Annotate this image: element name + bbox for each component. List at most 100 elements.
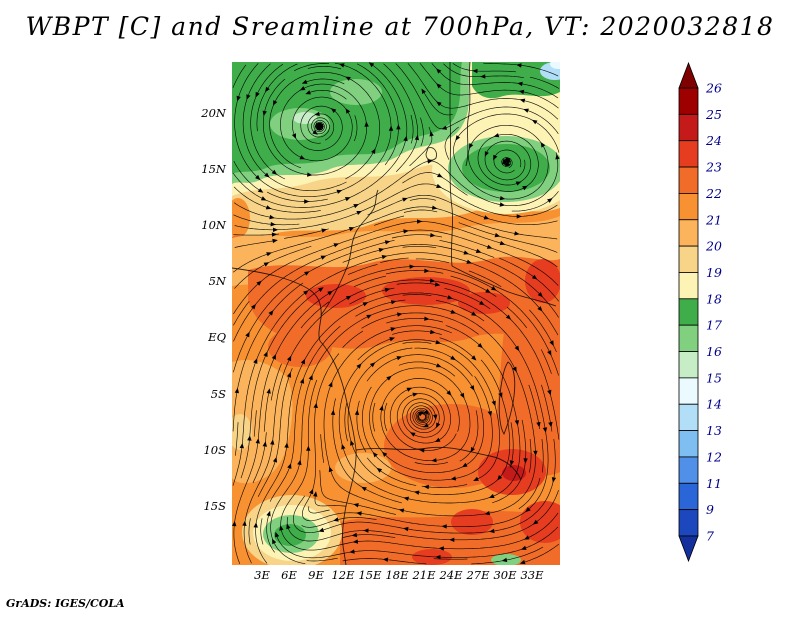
streamline-arrow <box>309 488 314 495</box>
streamline-arrow <box>433 414 438 420</box>
streamline <box>506 306 528 329</box>
streamline <box>270 305 536 565</box>
streamline-arrow <box>494 232 501 238</box>
streamline <box>307 89 347 100</box>
streamline-arrow <box>447 295 453 300</box>
streamline-arrow <box>410 432 416 437</box>
streamline-arrow <box>297 459 302 466</box>
streamline <box>357 337 395 361</box>
streamline <box>407 63 559 120</box>
streamline <box>509 422 514 468</box>
streamline <box>421 484 468 488</box>
streamline-arrow <box>421 88 426 94</box>
streamline-arrow <box>262 110 267 117</box>
streamline-arrow <box>519 98 526 103</box>
colorbar-label: 14 <box>706 397 722 412</box>
colorbar-box <box>678 351 699 379</box>
streamline-arrow <box>239 443 244 449</box>
streamline <box>308 506 330 514</box>
streamline-arrow <box>246 94 251 100</box>
streamline-arrow <box>403 496 409 501</box>
streamline-arrow <box>436 363 442 368</box>
streamline-arrow <box>245 331 250 338</box>
streamline-arrow <box>345 295 352 301</box>
streamline-arrow <box>514 345 520 352</box>
streamline <box>232 252 559 486</box>
streamline-arrow <box>525 507 531 513</box>
streamline-arrow <box>516 63 522 68</box>
streamline-arrow <box>265 205 272 210</box>
streamline-arrow <box>264 172 270 178</box>
streamline-arrow <box>303 290 309 296</box>
streamline-arrow <box>260 196 267 201</box>
streamline <box>284 228 329 239</box>
streamline-arrow <box>487 411 492 417</box>
contour-region <box>340 510 560 565</box>
colorbar-label: 22 <box>705 186 722 201</box>
streamline-arrow <box>304 271 310 276</box>
streamline-arrow <box>321 228 327 233</box>
streamline <box>431 63 559 99</box>
streamline-arrow <box>287 463 292 469</box>
streamline-arrow <box>336 189 343 194</box>
streamline <box>234 245 312 289</box>
streamline-arrow <box>304 199 310 204</box>
map-border-line <box>355 446 522 481</box>
streamline <box>280 379 559 551</box>
streamline-arrow <box>255 91 260 98</box>
streamline-arrow <box>382 451 388 457</box>
streamline <box>422 90 453 116</box>
streamline-arrow <box>384 287 391 293</box>
streamline <box>395 63 559 134</box>
colorbar-label: 11 <box>706 476 722 491</box>
streamline-arrow <box>312 129 318 135</box>
streamline-arrow <box>403 135 408 142</box>
streamline <box>452 63 517 73</box>
streamline-arrow <box>262 441 267 447</box>
contour-region <box>268 327 332 367</box>
streamline <box>234 183 558 231</box>
grads-credit: GrADS: IGES/COLA <box>6 597 125 610</box>
streamline-arrow <box>499 240 506 246</box>
streamline <box>529 76 560 89</box>
streamline <box>367 194 558 226</box>
streamline <box>240 288 322 479</box>
streamline-arrow <box>419 448 425 453</box>
streamline <box>520 543 560 564</box>
streamline-arrow <box>307 172 313 177</box>
streamline-arrow <box>284 442 289 448</box>
streamline-arrow <box>366 314 372 319</box>
colorbar-box <box>678 193 699 221</box>
streamline-arrow <box>354 409 360 415</box>
streamline <box>253 410 257 437</box>
streamline-arrow <box>514 420 519 426</box>
streamline-arrow <box>486 244 493 249</box>
streamline-arrow <box>305 90 311 95</box>
streamline-arrow <box>430 233 436 238</box>
streamline-arrow <box>253 522 258 528</box>
colorbar: 26 25 24 23 22 21 20 19 18 17 16 15 14 13 12 11 9 7 <box>678 61 722 563</box>
streamline-arrow <box>315 122 321 127</box>
streamline-arrow <box>547 389 552 396</box>
colorbar-label: 15 <box>706 370 722 385</box>
contour-region <box>232 198 250 238</box>
streamline-arrow <box>376 467 383 473</box>
streamline-arrow <box>263 351 268 357</box>
streamline <box>386 318 444 324</box>
streamline-arrow <box>427 159 433 164</box>
colorbar-box <box>678 87 699 115</box>
streamline <box>385 270 444 275</box>
streamline-arrow <box>378 248 385 253</box>
latitude-axis: 20N 15N 10N 5N EQ 5S 10S 15S <box>200 106 227 513</box>
streamline-arrow <box>431 205 438 210</box>
streamline <box>234 152 559 220</box>
colorbar-box <box>678 219 699 247</box>
streamline-arrow <box>236 95 241 102</box>
streamline-arrow <box>484 511 490 516</box>
streamline <box>347 263 378 275</box>
streamline-arrow <box>436 101 442 107</box>
streamline-arrow <box>356 363 362 369</box>
colorbar-label: 24 <box>705 133 722 148</box>
streamline <box>410 114 414 144</box>
streamline-arrow <box>390 327 396 332</box>
